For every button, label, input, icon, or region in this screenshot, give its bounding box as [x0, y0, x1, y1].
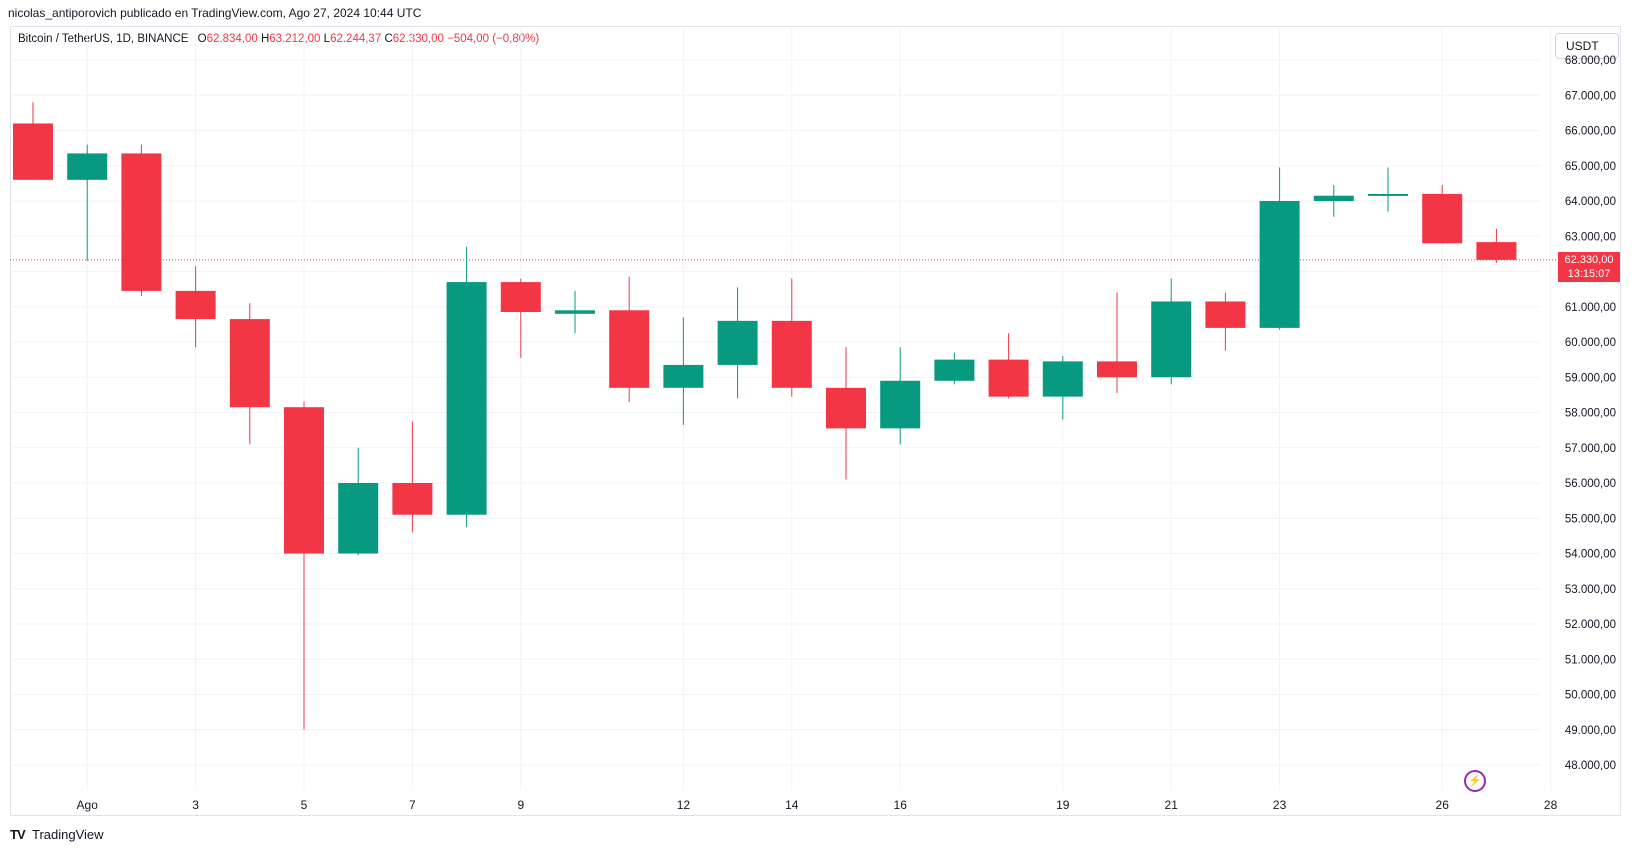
candle-body-down: [771, 320, 812, 388]
y-tick-label: 60.000,00: [1565, 337, 1616, 349]
x-tick-label: 23: [1273, 798, 1287, 812]
close-value: 62.330,00: [392, 33, 444, 45]
y-tick-label: 55.000,00: [1565, 513, 1616, 525]
close-label: C: [384, 33, 393, 45]
candle-body-down: [284, 407, 324, 554]
low-value: 62.244,37: [330, 33, 382, 45]
y-tick-label: 63.000,00: [1565, 231, 1616, 243]
candle-body-down: [13, 123, 53, 180]
x-tick-label: 7: [409, 798, 416, 812]
last-price-tag: 62.330,00 13:15:07: [1558, 251, 1620, 282]
y-tick-label: 56.000,00: [1565, 478, 1616, 490]
brand-name: TradingView: [32, 827, 104, 842]
candle-body-down: [121, 153, 162, 291]
countdown-timer: 13:15:07: [1567, 267, 1611, 280]
y-tick-label: 52.000,00: [1565, 619, 1616, 631]
currency-button[interactable]: USDT: [1555, 33, 1619, 59]
y-tick-label: 58.000,00: [1565, 408, 1616, 420]
y-tick-label: 64.000,00: [1565, 196, 1616, 208]
y-tick-label: 66.000,00: [1565, 126, 1616, 138]
y-tick-label: 59.000,00: [1565, 372, 1616, 384]
y-tick-label: 61.000,00: [1565, 302, 1616, 314]
y-tick-label: 67.000,00: [1565, 90, 1616, 102]
candle-body-up: [67, 153, 108, 180]
candle-body-down: [1422, 193, 1463, 244]
candle-body-down: [175, 290, 216, 320]
candle-body-down: [826, 387, 866, 429]
attribution-text: nicolas_antiporovich publicado en Tradin…: [8, 6, 422, 20]
candle-body-up: [1313, 195, 1354, 201]
y-tick-label: 49.000,00: [1565, 725, 1616, 737]
x-tick-label: 26: [1436, 798, 1450, 812]
candle-body-up: [717, 320, 758, 365]
y-tick-label: 68.000,00: [1565, 55, 1616, 67]
candle-body-down: [392, 483, 433, 515]
high-value: 63.212,00: [269, 33, 321, 45]
y-tick-label: 54.000,00: [1565, 549, 1616, 561]
change-value: −504,00 (−0,80%): [447, 33, 540, 45]
lightning-icon[interactable]: ⚡: [1464, 770, 1486, 792]
candle-body-up: [934, 359, 975, 381]
y-tick-label: 50.000,00: [1565, 690, 1616, 702]
candle-body-down: [1205, 301, 1246, 328]
last-price-value: 62.330,00: [1564, 253, 1614, 266]
x-tick-label: 28: [1544, 798, 1558, 812]
x-tick-label: 14: [785, 798, 799, 812]
tradingview-brand[interactable]: TV TradingView: [10, 827, 104, 842]
y-tick-label: 51.000,00: [1565, 654, 1616, 666]
candle-body-up: [555, 310, 595, 314]
x-tick-label: Ago: [77, 798, 99, 812]
x-tick-label: 19: [1056, 798, 1070, 812]
candle-body-up: [880, 380, 921, 429]
candle-body-down: [1476, 242, 1517, 260]
y-tick-label: 48.000,00: [1565, 760, 1616, 772]
low-label: L: [323, 33, 331, 45]
x-tick-label: 21: [1165, 798, 1179, 812]
candle-body-up: [1259, 201, 1300, 328]
open-value: 62.834,00: [206, 33, 258, 45]
publication-header: nicolas_antiporovich publicado en Tradin…: [8, 6, 421, 20]
candle-body-down: [988, 359, 1029, 397]
high-label: H: [260, 33, 270, 45]
chart-frame: [10, 26, 1621, 816]
x-tick-label: 3: [192, 798, 199, 812]
candle-body-up: [338, 483, 379, 554]
candle-body-down: [1097, 361, 1137, 378]
y-tick-label: 57.000,00: [1565, 443, 1616, 455]
open-label: O: [197, 33, 207, 45]
candle-body-up: [663, 364, 704, 388]
candle-body-down: [229, 319, 270, 408]
x-tick-label: 5: [301, 798, 308, 812]
x-tick-label: 12: [677, 798, 691, 812]
candle-body-up: [1042, 361, 1083, 397]
y-tick-label: 53.000,00: [1565, 584, 1616, 596]
symbol-legend: Bitcoin / TetherUS, 1D, BINANCE O62.834,…: [18, 33, 539, 45]
candle-body-down: [500, 282, 541, 313]
candle-body-up: [446, 282, 487, 515]
x-tick-label: 16: [894, 798, 908, 812]
candle-body-up: [1151, 301, 1192, 378]
symbol-name[interactable]: Bitcoin / TetherUS, 1D, BINANCE: [18, 33, 189, 45]
y-tick-label: 65.000,00: [1565, 161, 1616, 173]
tradingview-logo-icon: TV: [10, 827, 26, 842]
candle-body-down: [609, 310, 650, 388]
candle-body-up: [1368, 193, 1408, 196]
x-tick-label: 9: [517, 798, 524, 812]
